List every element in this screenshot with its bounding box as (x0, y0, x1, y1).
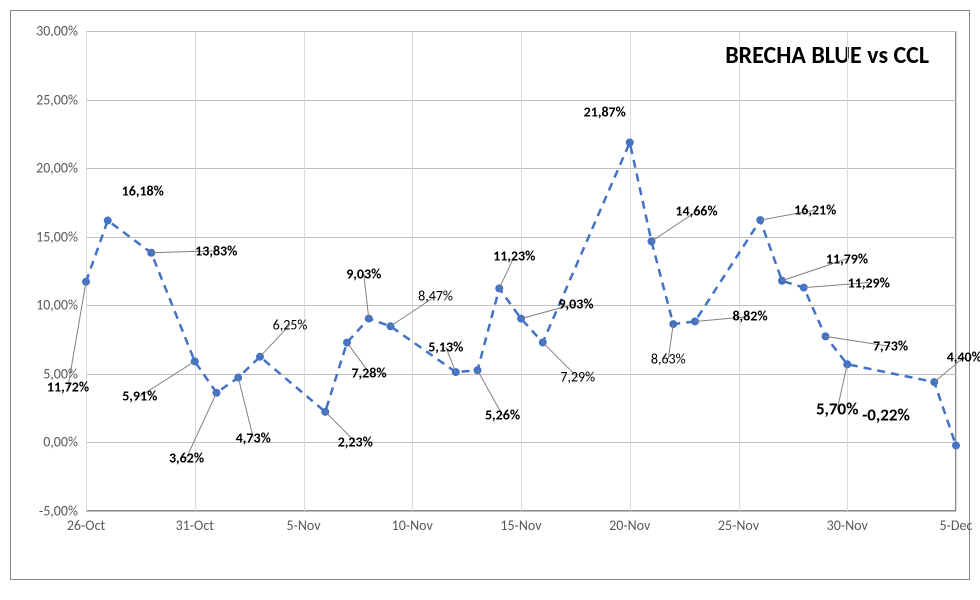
data-label: 7,29% (560, 369, 595, 386)
plot-area: -5,00%0,00%5,00%10,00%15,00%20,00%25,00%… (86, 31, 956, 511)
x-axis-label: 20-Nov (609, 517, 650, 534)
x-axis-label: 5-Dec (940, 517, 973, 534)
data-label: 4,73% (236, 429, 271, 446)
data-label: 5,13% (428, 339, 463, 356)
data-label: 8,82% (732, 308, 767, 325)
gridline-v (956, 31, 957, 511)
chart-svg-layer (86, 31, 956, 511)
data-label: 8,47% (418, 288, 453, 305)
data-label: 6,25% (273, 316, 308, 333)
y-axis-label: 20,00% (36, 160, 78, 177)
data-label: 14,66% (675, 203, 717, 220)
data-label: 5,70% (816, 399, 859, 420)
data-label: 3,62% (169, 449, 204, 466)
data-label: 11,79% (826, 250, 868, 267)
data-marker (626, 138, 634, 146)
y-axis-label: 0,00% (43, 434, 78, 451)
data-label: 2,23% (338, 433, 373, 450)
data-marker (104, 217, 112, 225)
y-axis-label: 15,00% (36, 228, 78, 245)
y-axis-label: 25,00% (36, 91, 78, 108)
x-axis-label: 30-Nov (827, 517, 868, 534)
data-label: 4,40% (947, 349, 980, 366)
data-label: 11,29% (848, 274, 890, 291)
gridline-h (86, 511, 956, 512)
x-axis-label: 25-Nov (718, 517, 759, 534)
x-axis-label: 26-Oct (67, 517, 105, 534)
chart-container: BRECHA BLUE vs CCL -5,00%0,00%5,00%10,00… (10, 10, 970, 580)
data-label: 13,83% (195, 242, 237, 259)
data-label: 5,26% (485, 407, 520, 424)
data-label: -0,22% (862, 405, 910, 426)
data-label: 9,03% (346, 265, 381, 282)
x-axis-label: 31-Oct (176, 517, 214, 534)
x-axis-label: 15-Nov (500, 517, 541, 534)
y-axis-label: 10,00% (36, 297, 78, 314)
data-marker (952, 441, 960, 449)
data-label: 21,87% (584, 104, 626, 121)
data-label: 7,73% (873, 338, 908, 355)
data-label: 16,18% (122, 182, 164, 199)
data-label: 11,23% (493, 248, 535, 265)
data-label: 11,72% (47, 378, 89, 395)
x-axis-label: 5-Nov (286, 517, 320, 534)
data-label: 9,03% (558, 295, 593, 312)
y-axis-label: 30,00% (36, 23, 78, 40)
data-label: 8,63% (651, 351, 686, 368)
data-label: 7,28% (351, 364, 386, 381)
leader-line (187, 393, 217, 458)
data-label: 16,21% (794, 202, 836, 219)
data-label: 5,91% (122, 388, 157, 405)
x-axis-label: 10-Nov (392, 517, 433, 534)
